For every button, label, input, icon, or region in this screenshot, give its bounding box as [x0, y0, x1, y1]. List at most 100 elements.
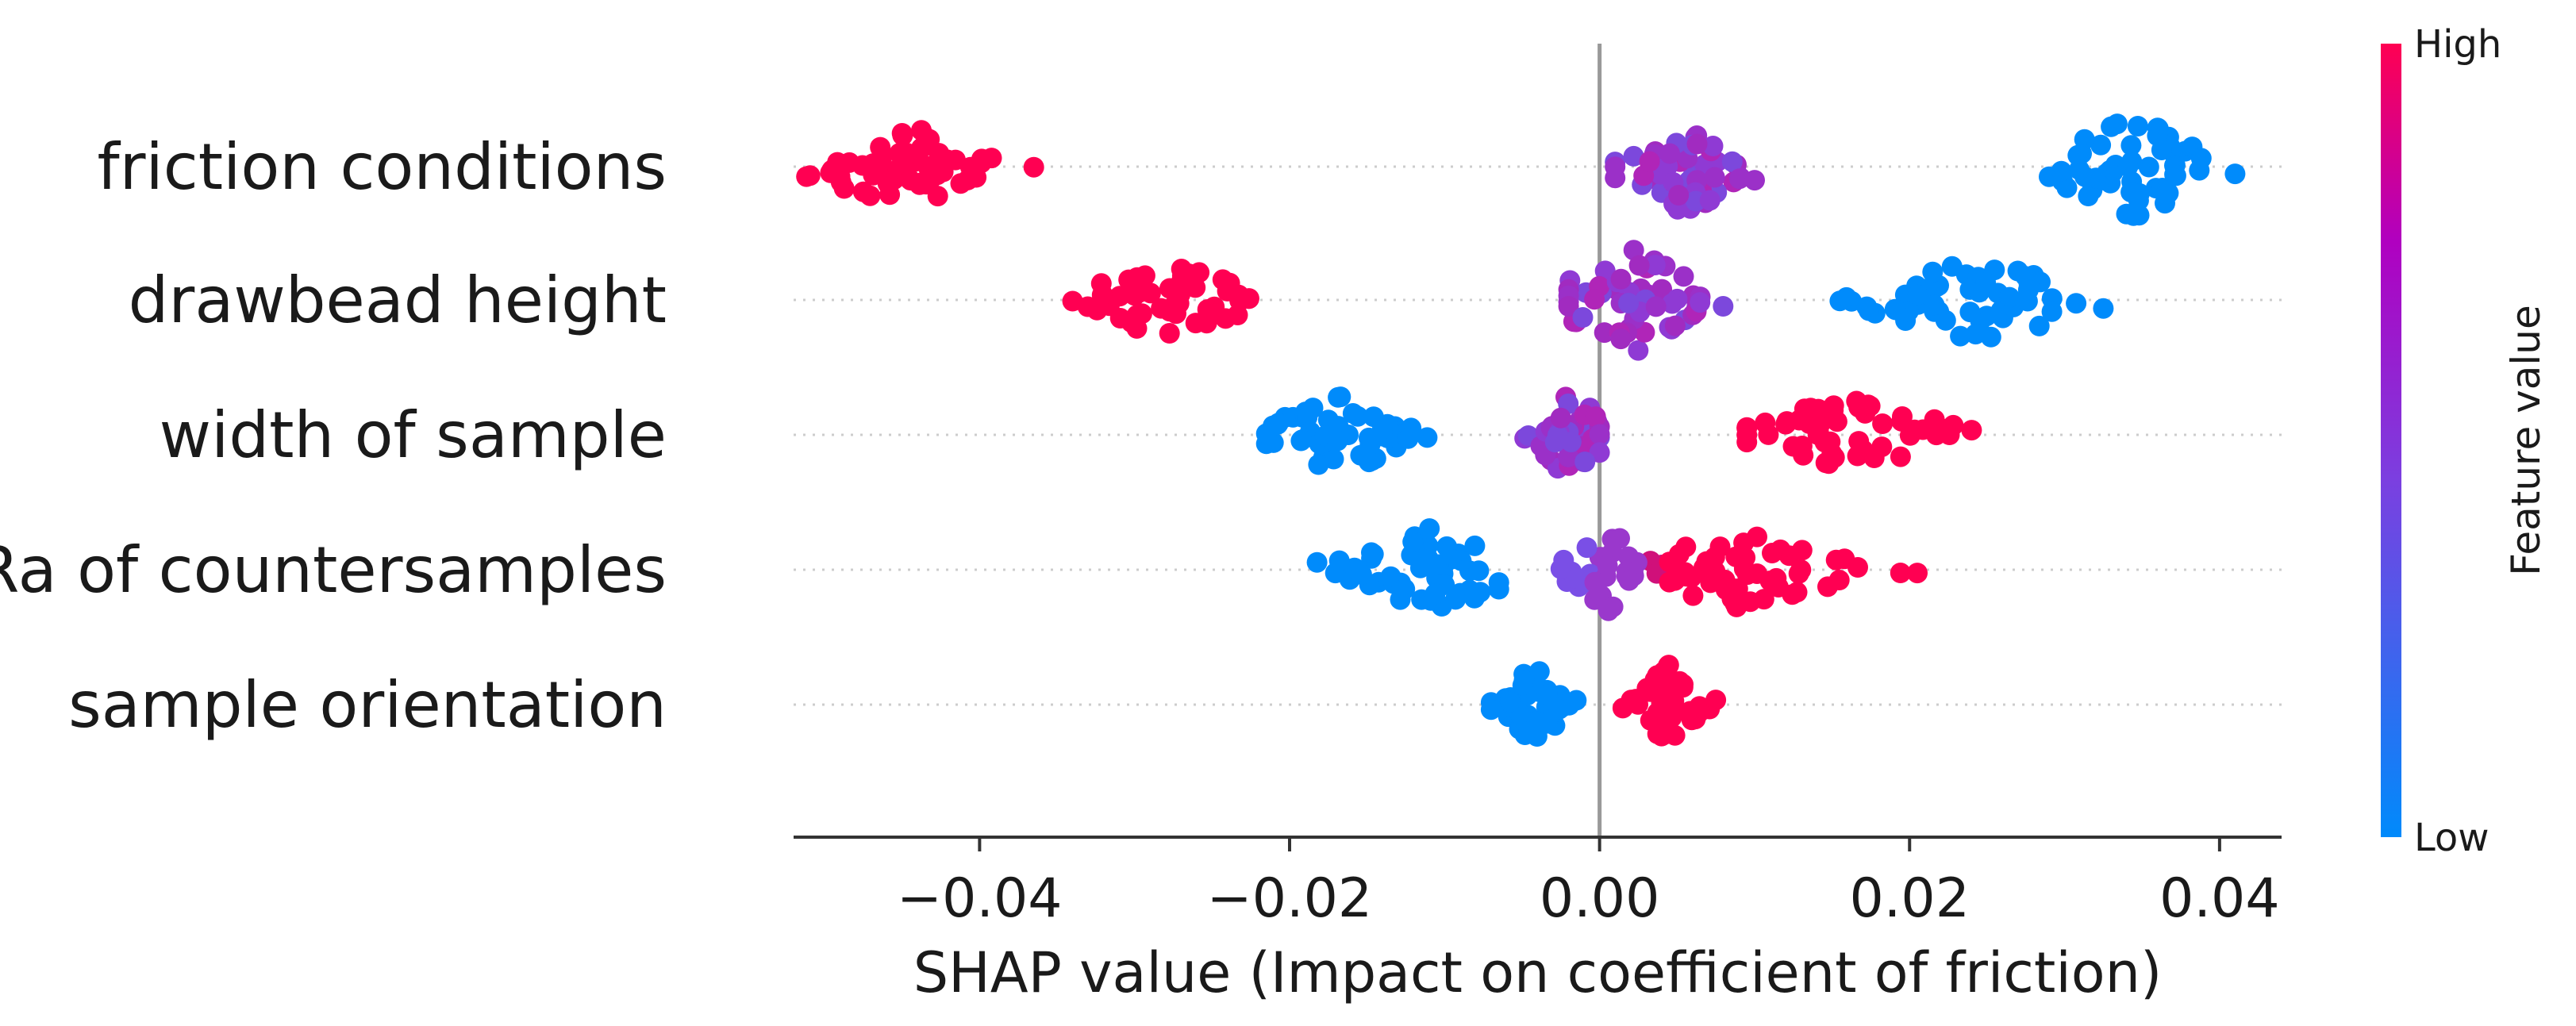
shap-point — [1721, 151, 1743, 172]
shap-point — [1480, 699, 1501, 721]
shap-point — [1417, 427, 1438, 448]
shap-point — [1566, 690, 1587, 711]
shap-point — [1109, 308, 1131, 329]
shap-point — [1736, 417, 1758, 439]
shap-point — [1342, 403, 1363, 424]
shap-point — [2151, 178, 2173, 198]
shap-point — [1705, 690, 1727, 711]
shap-point — [1109, 286, 1130, 307]
shap-point — [1668, 185, 1690, 206]
shap-point — [1817, 576, 1838, 598]
shap-point — [1776, 411, 1797, 432]
shap-point — [1892, 406, 1913, 427]
shap-point — [2018, 274, 2040, 295]
shap-point — [1758, 424, 1779, 445]
shap-point — [937, 149, 959, 171]
shap-point — [1361, 542, 1382, 563]
x-tick-label: −0.04 — [897, 867, 1062, 930]
shap-point — [2090, 134, 2112, 156]
shap-point — [1847, 557, 1868, 578]
shap-point — [1790, 559, 1812, 581]
shap-point — [1499, 691, 1521, 713]
shap-point — [1419, 518, 1440, 540]
shap-point — [1328, 416, 1349, 437]
shap-point — [1585, 406, 1606, 428]
shap-point — [1636, 678, 1658, 699]
shap-point — [1675, 536, 1697, 558]
shap-point — [1959, 302, 1981, 323]
shap-point — [1640, 709, 1661, 731]
shap-point — [1550, 407, 1571, 428]
x-axis-ticks: −0.04 −0.02 0.00 0.02 0.04 — [897, 837, 2280, 930]
shap-point — [1786, 582, 1808, 603]
shap-point — [1576, 537, 1598, 559]
shap-point — [1327, 430, 1348, 452]
shap-point — [1425, 555, 1447, 576]
shap-point — [1791, 540, 1813, 561]
shap-point — [1560, 432, 1582, 452]
shap-point — [830, 171, 852, 193]
shap-point — [852, 181, 874, 202]
shap-point — [1463, 587, 1485, 609]
shap-point — [2189, 159, 2210, 181]
shap-point — [870, 136, 891, 158]
shap-point — [1464, 535, 1486, 556]
shap-point — [1690, 292, 1711, 313]
shap-point — [1814, 432, 1836, 453]
x-tick-label: 0.02 — [1850, 867, 1970, 930]
shap-point — [1856, 296, 1878, 317]
shap-point — [1664, 315, 1686, 336]
shap-point — [1890, 446, 1911, 467]
shap-point — [1023, 156, 1044, 178]
shap-point — [1328, 550, 1350, 571]
shap-point — [2066, 293, 2087, 314]
shap-point — [1662, 293, 1683, 314]
shap-point — [1359, 427, 1379, 448]
shap-point — [1605, 167, 1626, 189]
shap-point — [1961, 420, 1982, 441]
shap-point — [2117, 156, 2139, 177]
shap-point — [1126, 305, 1148, 326]
shap-point — [1939, 425, 1960, 445]
shap-point — [1219, 272, 1240, 294]
shap-point — [1999, 286, 2020, 308]
shap-point — [1196, 313, 1217, 334]
colorbar — [2381, 44, 2401, 837]
shap-point — [1768, 577, 1789, 598]
shap-point — [1826, 411, 1847, 432]
shap-point — [1594, 322, 1615, 344]
shap-point — [1263, 432, 1284, 453]
shap-point — [1263, 415, 1284, 436]
shap-point — [1744, 170, 1765, 191]
shap-point — [1574, 452, 1596, 473]
shap-point — [1659, 143, 1680, 164]
shap-point — [1163, 299, 1184, 321]
shap-point — [1512, 674, 1533, 696]
shap-point — [2071, 143, 2092, 164]
shap-point — [1829, 290, 1851, 312]
shap-point — [796, 166, 817, 187]
shap-point — [1965, 324, 1986, 345]
shap-point — [1424, 583, 1446, 605]
shap-point — [1809, 413, 1831, 435]
shap-point — [1672, 677, 1694, 698]
shap-point — [1558, 296, 1579, 317]
shap-point — [1935, 309, 1956, 331]
shap-point — [2041, 301, 2063, 322]
shap-point — [1584, 571, 1605, 593]
shap-point — [1941, 256, 1963, 277]
shap-point — [1950, 325, 1971, 347]
shap-point — [1291, 429, 1313, 451]
shap-point — [1699, 190, 1721, 211]
shap-point — [2155, 193, 2175, 214]
shap-point — [1645, 296, 1667, 317]
shap-point — [1159, 323, 1180, 344]
shap-point — [1394, 578, 1416, 600]
colorbar-low-label: Low — [2414, 816, 2489, 860]
shap-point — [1848, 431, 1870, 452]
shap-point — [1610, 268, 1632, 290]
shap-point — [981, 148, 1002, 169]
shap-point — [1468, 560, 1490, 582]
shap-point — [2224, 163, 2246, 185]
